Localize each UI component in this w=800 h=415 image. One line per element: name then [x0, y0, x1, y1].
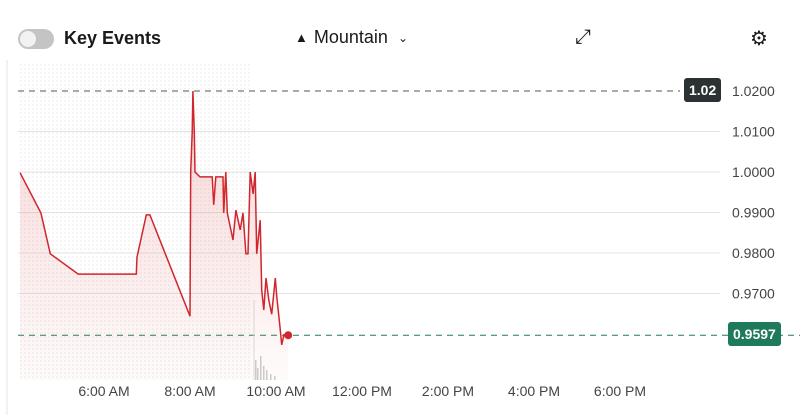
key-events-toggle[interactable]: [18, 29, 54, 49]
key-events-label: Key Events: [64, 28, 162, 48]
x-tick-label: 10:00 AM: [246, 383, 305, 399]
toggle-knob: [20, 31, 36, 47]
gear-icon[interactable]: ⚙: [750, 28, 768, 50]
price-line: [19, 90, 289, 346]
mountain-icon: ▲: [295, 30, 308, 45]
x-tick-label: 4:00 PM: [508, 383, 560, 399]
last-price-dot: [284, 331, 293, 340]
last-price-tag: 0.9597: [728, 322, 781, 347]
y-tick-label: 1.0100: [732, 124, 775, 140]
x-tick-label: 12:00 PM: [332, 383, 392, 399]
y-tick-label: 0.9800: [732, 245, 775, 261]
price-area: [20, 91, 289, 380]
high-marker-tag: 1.02: [684, 78, 722, 102]
timezone-selector[interactable]: ▲ Mountain ⌄: [295, 27, 408, 48]
y-tick-label: 0.9700: [732, 286, 775, 302]
x-tick-label: 2:00 PM: [422, 383, 474, 399]
x-tick-label: 6:00 PM: [594, 383, 646, 399]
y-tick-label: 0.9900: [732, 205, 775, 221]
y-tick-label: 1.0200: [732, 83, 775, 99]
expand-arrows-icon[interactable]: ⤢: [575, 26, 591, 48]
y-tick-label: 1.0000: [732, 164, 775, 180]
timezone-label: Mountain: [313, 27, 388, 47]
chevron-down-icon: ⌄: [397, 30, 408, 45]
x-tick-label: 8:00 AM: [164, 383, 215, 399]
x-tick-label: 6:00 AM: [78, 383, 129, 399]
chart-toolbar: Key Events ▲ Mountain ⌄ ⤢ ⚙: [0, 0, 800, 70]
